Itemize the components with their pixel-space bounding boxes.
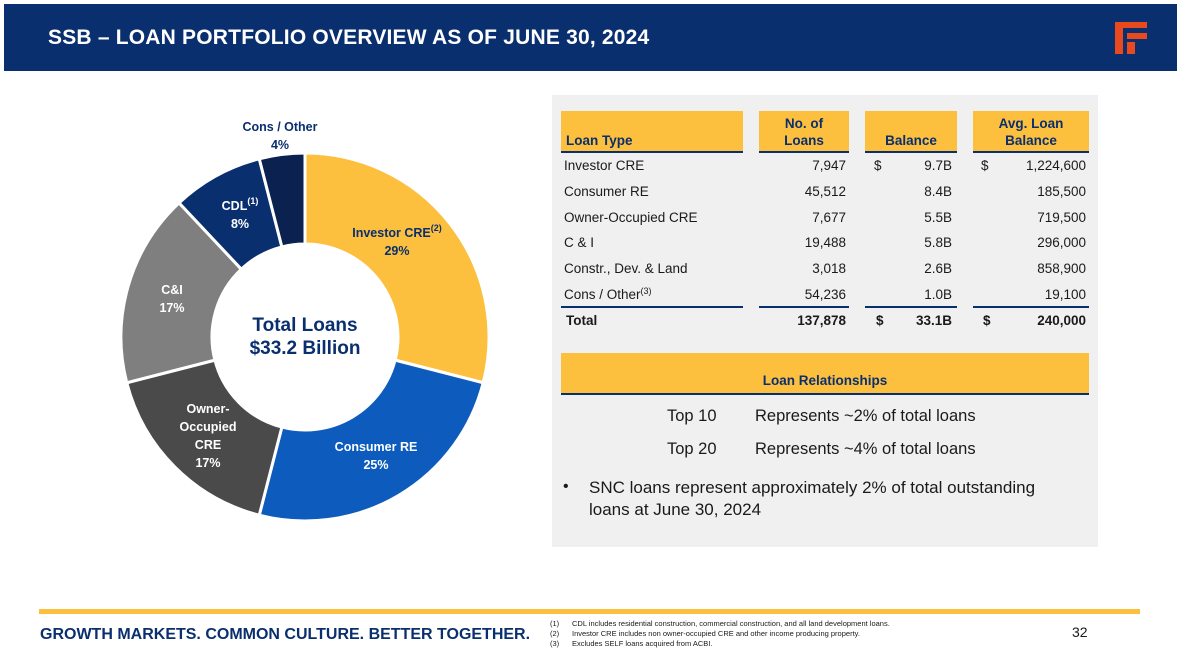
cell-loan-type: Cons / Other(3) bbox=[564, 286, 652, 303]
footnote: (1) CDL includes residential construction… bbox=[550, 619, 890, 628]
relationship-text: Represents ~4% of total loans bbox=[755, 440, 976, 458]
donut-center-total: Total Loans $33.2 Billion bbox=[249, 315, 361, 359]
cell-avg-balance: 858,900 bbox=[1037, 261, 1086, 276]
cell-loans: 7,947 bbox=[812, 158, 846, 173]
summary-panel bbox=[552, 95, 1098, 547]
cell-avg-balance: 1,224,600 bbox=[1025, 158, 1086, 173]
footnotes: (1) CDL includes residential construction… bbox=[550, 619, 890, 649]
label-consumer-re: Consumer RE 25% bbox=[334, 440, 418, 472]
total-rule bbox=[561, 306, 743, 308]
total-balance: 33.1B bbox=[915, 313, 952, 328]
cell-loans: 54,236 bbox=[804, 287, 846, 302]
bullet-icon: • bbox=[563, 478, 569, 495]
cell-avg-balance: 185,500 bbox=[1037, 184, 1086, 199]
footer-tagline: GROWTH MARKETS. COMMON CULTURE. BETTER T… bbox=[40, 626, 531, 643]
label-cdl: CDL(1) 8% bbox=[221, 196, 259, 232]
total-loans: 137,878 bbox=[797, 313, 846, 328]
cell-loan-type: C & I bbox=[564, 235, 595, 250]
total-rule bbox=[759, 306, 849, 308]
total-balance-symbol: $ bbox=[876, 313, 884, 328]
footer-rule bbox=[39, 609, 1140, 614]
loan-donut-chart bbox=[95, 110, 525, 540]
page-number: 32 bbox=[1072, 624, 1088, 640]
header-loan-type: Loan Type bbox=[561, 111, 743, 153]
header-no-of-loans: No. of Loans bbox=[759, 111, 849, 153]
donut-slice-consumer-re bbox=[257, 358, 486, 523]
donut-svg bbox=[119, 151, 491, 523]
donut-slice-c-i bbox=[119, 200, 244, 385]
total-rule bbox=[865, 306, 957, 308]
loan-relationships-header: Loan Relationships bbox=[561, 353, 1089, 395]
snc-note: SNC loans represent approximately 2% of … bbox=[589, 478, 1036, 519]
cell-avg-symbol: $ bbox=[981, 158, 989, 173]
cell-loan-type: Consumer RE bbox=[564, 184, 649, 199]
cell-balance: 5.8B bbox=[924, 235, 952, 250]
label-investor-cre: Investor CRE(2) 29% bbox=[352, 223, 442, 259]
company-logo-icon bbox=[1115, 22, 1147, 54]
cell-balance: 5.5B bbox=[924, 210, 952, 225]
footnote: (2) Investor CRE includes non owner-occup… bbox=[550, 629, 860, 638]
cell-balance: 9.7B bbox=[924, 158, 952, 173]
donut-slice-investor-cre bbox=[303, 151, 491, 385]
cell-loans: 19,488 bbox=[804, 235, 846, 250]
cell-loans: 7,677 bbox=[812, 210, 846, 225]
page-title: SSB – LOAN PORTFOLIO OVERVIEW AS OF JUNE… bbox=[48, 26, 650, 49]
cell-loans: 45,512 bbox=[804, 184, 846, 199]
label-owner-occupied-cre: Owner- Occupied CRE 17% bbox=[179, 402, 237, 470]
total-rule bbox=[973, 306, 1089, 308]
footnote: (3) Excludes SELF loans acquired from ACB… bbox=[550, 639, 713, 648]
relationship-text: Represents ~2% of total loans bbox=[755, 407, 976, 425]
header-avg-loan-balance: Avg. Loan Balance bbox=[973, 111, 1089, 153]
cell-loan-type: Investor CRE bbox=[564, 158, 645, 173]
cell-avg-balance: 19,100 bbox=[1044, 287, 1086, 302]
relationship-label: Top 20 bbox=[667, 440, 717, 458]
total-label: Total bbox=[566, 313, 598, 328]
cell-loan-type: Constr., Dev. & Land bbox=[564, 261, 688, 276]
donut-slice-owner-occupied-cre bbox=[124, 358, 284, 518]
cell-balance: 8.4B bbox=[924, 184, 952, 199]
header-balance: Balance bbox=[865, 111, 957, 153]
cell-avg-balance: 296,000 bbox=[1037, 235, 1086, 250]
total-avg-symbol: $ bbox=[983, 313, 991, 328]
relationship-label: Top 10 bbox=[667, 407, 717, 425]
cell-balance-symbol: $ bbox=[874, 158, 882, 173]
label-c-and-i: C&I 17% bbox=[159, 283, 185, 315]
label-cons-other: Cons / Other 4% bbox=[242, 120, 318, 152]
donut-slice-cons-other bbox=[257, 151, 307, 249]
cell-balance: 1.0B bbox=[924, 287, 952, 302]
cell-avg-balance: 719,500 bbox=[1037, 210, 1086, 225]
header-bar: SSB – LOAN PORTFOLIO OVERVIEW AS OF JUNE… bbox=[4, 4, 1177, 71]
cell-loan-type: Owner-Occupied CRE bbox=[564, 210, 698, 225]
cell-balance: 2.6B bbox=[924, 261, 952, 276]
cell-loans: 3,018 bbox=[812, 261, 846, 276]
total-avg-balance: 240,000 bbox=[1037, 313, 1086, 328]
